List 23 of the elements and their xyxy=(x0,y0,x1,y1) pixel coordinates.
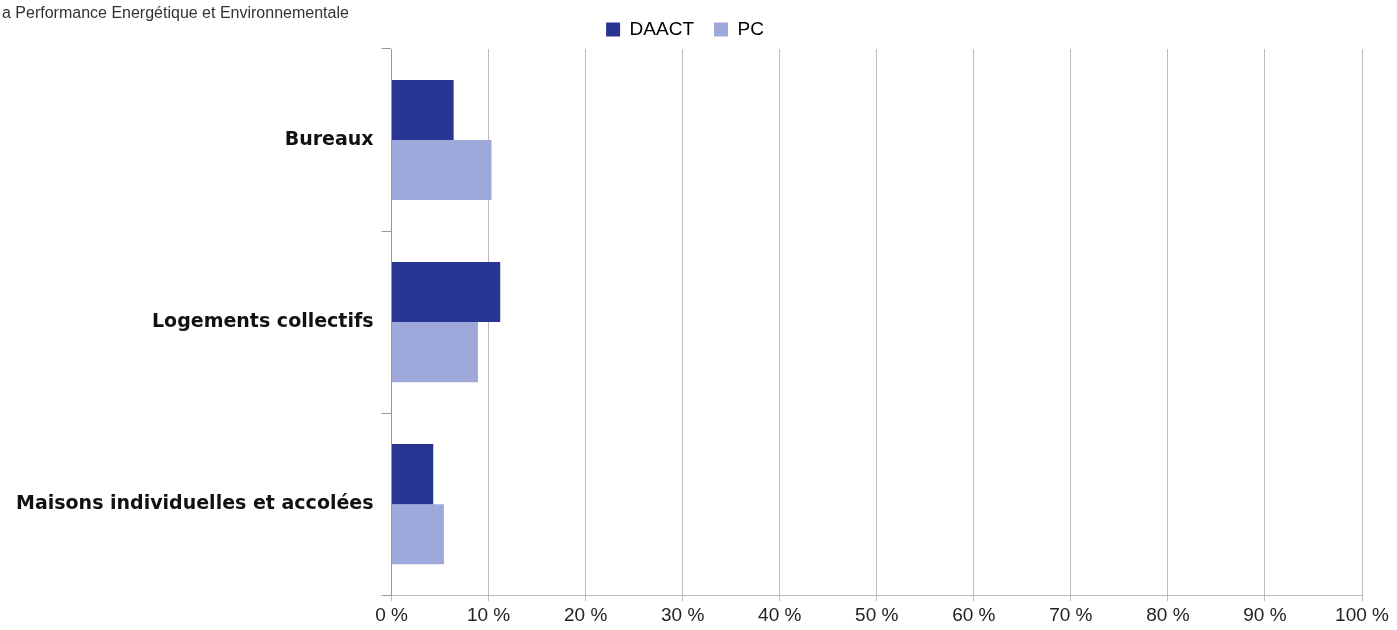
bar xyxy=(392,322,478,383)
bar xyxy=(392,444,434,505)
x-tick-label: 30 % xyxy=(661,603,705,625)
x-tick-label: 0 % xyxy=(375,603,408,625)
legend-label: DAACT xyxy=(629,17,695,39)
x-tick-label: 40 % xyxy=(758,603,802,625)
x-tick-label: 60 % xyxy=(952,603,996,625)
text: a Performance Energétique et Environnementale xyxy=(1,3,349,22)
x-tick-label: 70 % xyxy=(1049,603,1093,625)
y-tick-label: Maisons individuelles et accolées xyxy=(16,491,374,514)
x-tick-label: 80 % xyxy=(1146,603,1190,625)
bar xyxy=(392,262,501,323)
x-tick-label: 50 % xyxy=(855,603,899,625)
x-tick-label: 20 % xyxy=(563,603,608,625)
x-tick-label: 10 % xyxy=(466,603,511,625)
bar xyxy=(392,504,444,565)
y-tick-label: Bureaux xyxy=(284,126,374,149)
legend-label: PC xyxy=(737,17,764,39)
x-tick-label: 100 % xyxy=(1335,603,1390,625)
x-tick-label: 90 % xyxy=(1243,603,1287,625)
bar xyxy=(392,140,492,201)
bar xyxy=(392,79,454,141)
y-tick-label: Logements collectifs xyxy=(152,309,374,332)
